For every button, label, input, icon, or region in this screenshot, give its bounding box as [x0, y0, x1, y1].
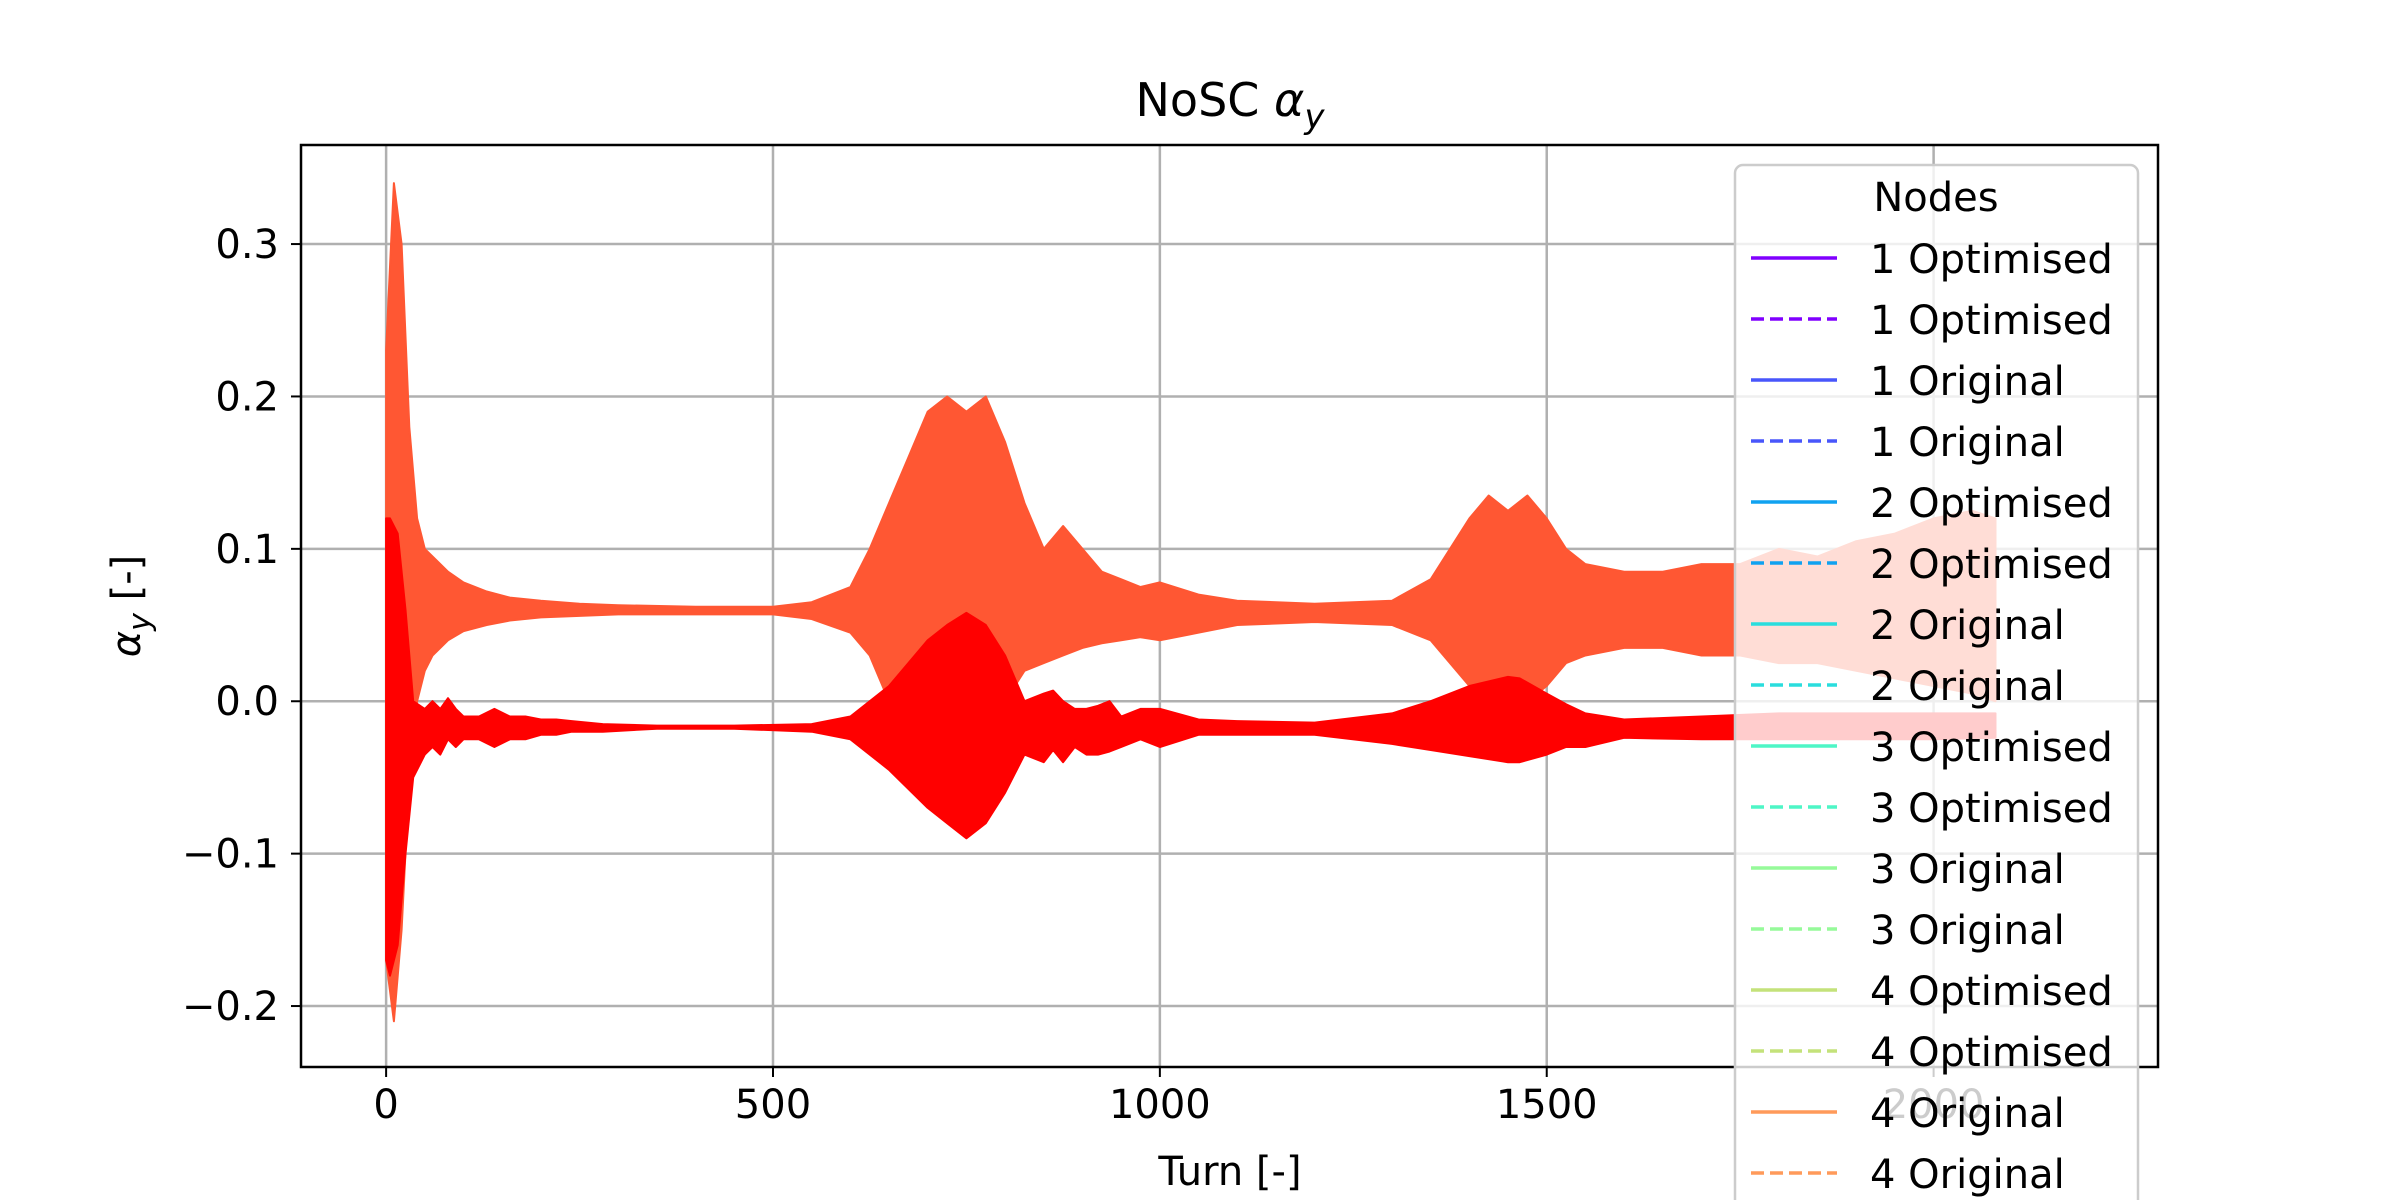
legend-frame: [1733, 163, 2140, 1200]
legend-label-10: 3 Optimised: [1870, 786, 2113, 832]
plot-frame: [299, 143, 2160, 1069]
legend-label-2: 1 Optimised: [1870, 298, 2113, 344]
legend-label-1: 1 Optimised: [1870, 237, 2113, 283]
y-tick-label: 0.3: [215, 222, 279, 268]
x-tick-label: 0: [373, 1082, 398, 1128]
y-axis-ticks: −0.2 −0.1 0.0 0.1 0.2 0.3: [182, 222, 301, 1030]
legend-label-11: 3 Original: [1870, 847, 2065, 893]
legend-label-4: 1 Original: [1870, 420, 2065, 466]
legend-title: Nodes: [1873, 175, 1998, 221]
legend-label-14: 4 Optimised: [1870, 1030, 2113, 1076]
legend-label-15: 4 Original: [1870, 1091, 2065, 1137]
legend-label-13: 4 Optimised: [1870, 969, 2113, 1015]
y-tick-label: 0.0: [215, 679, 279, 725]
x-axis-label: Turn [-]: [1157, 1149, 1301, 1195]
x-tick-label: 500: [735, 1082, 811, 1128]
y-axis-label: αy [-]: [104, 555, 158, 658]
legend-entries: 1 Optimised 1 Optimised 1 Original 1 Origin…: [1751, 237, 2113, 1198]
legend-label-6: 2 Optimised: [1870, 542, 2113, 588]
x-tick-label: 1500: [1496, 1082, 1598, 1128]
legend-label-7: 2 Original: [1870, 603, 2065, 649]
chart-title: NoSC αy: [1136, 73, 1326, 137]
legend-label-8: 2 Original: [1870, 664, 2065, 710]
y-tick-label: 0.1: [215, 527, 279, 573]
legend-label-5: 2 Optimised: [1870, 481, 2113, 527]
x-tick-label: 1000: [1109, 1082, 1211, 1128]
legend-label-12: 3 Original: [1870, 908, 2065, 954]
legend-label-9: 3 Optimised: [1870, 725, 2113, 771]
y-tick-label: 0.2: [215, 374, 279, 420]
legend-label-16: 4 Original: [1870, 1152, 2065, 1198]
y-tick-label: −0.2: [182, 984, 279, 1030]
y-tick-label: −0.1: [182, 832, 279, 878]
legend-label-3: 1 Original: [1870, 359, 2065, 405]
